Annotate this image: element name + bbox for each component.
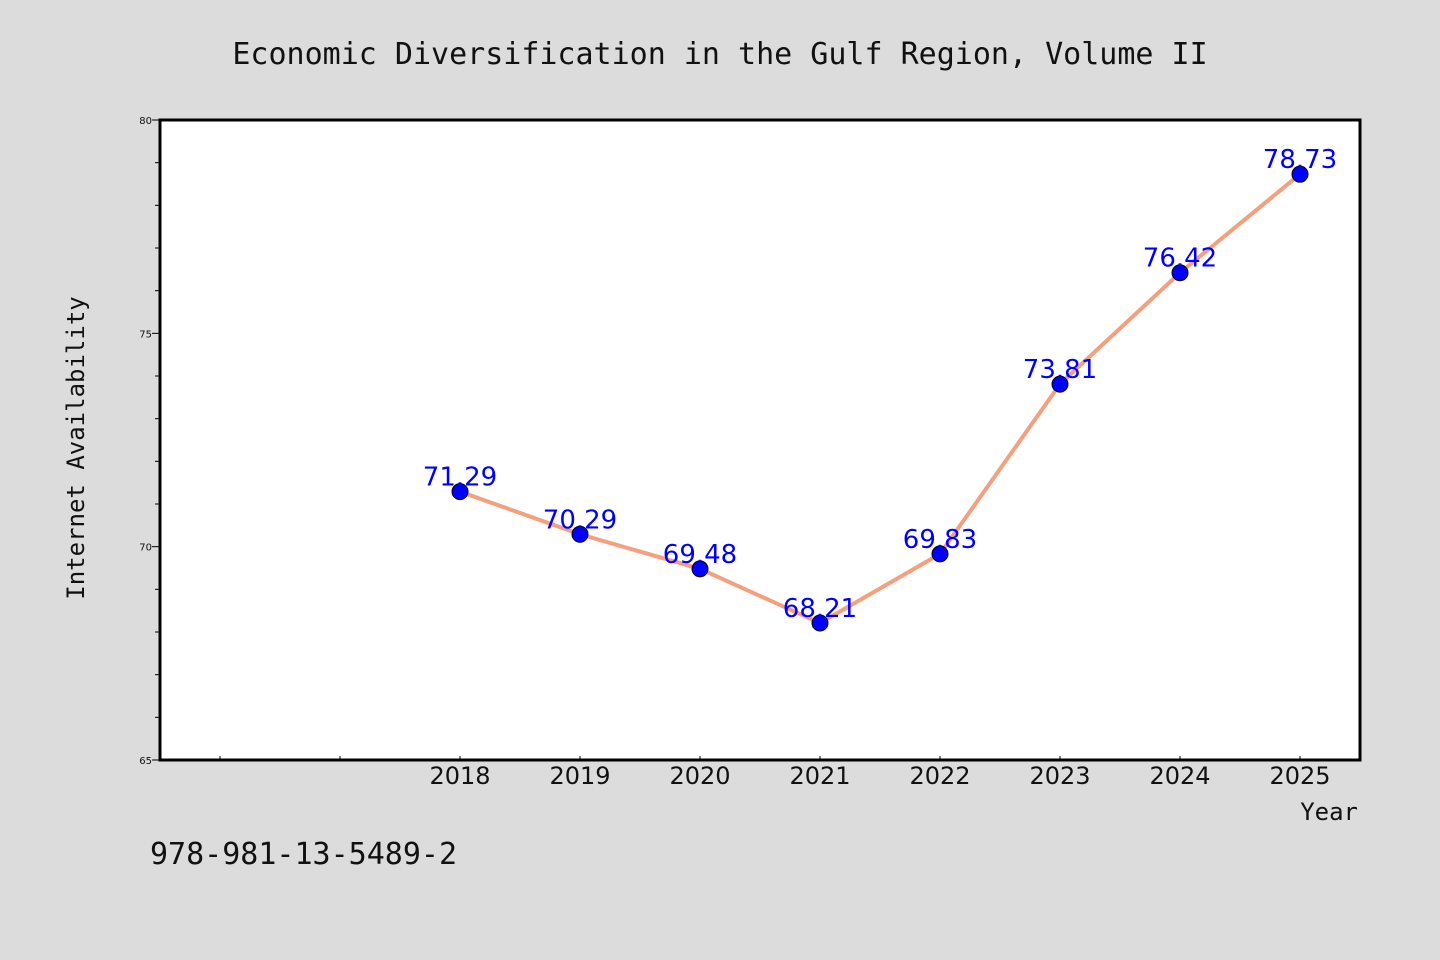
- data-label: 71.29: [423, 463, 497, 493]
- data-point: [931, 545, 949, 563]
- x-tick-label: 2024: [1149, 762, 1210, 790]
- data-label: 78.73: [1263, 145, 1337, 175]
- y-tick-label: 65: [139, 756, 152, 767]
- data-point: [451, 483, 469, 501]
- chart-title: Economic Diversification in the Gulf Reg…: [232, 37, 1207, 72]
- data-point: [1051, 375, 1069, 393]
- x-tick-label: 2022: [909, 762, 970, 790]
- plot-frame: [158, 118, 1362, 762]
- y-tick-label: 70: [139, 543, 152, 554]
- x-tick-label: 2018: [429, 762, 490, 790]
- x-tick-label: 2025: [1269, 762, 1330, 790]
- plot-area: [160, 120, 1360, 760]
- data-label: 70.29: [543, 505, 617, 535]
- x-tick-label: 2020: [669, 762, 730, 790]
- isbn-text: 978-981-13-5489-2: [150, 837, 457, 872]
- y-tick-label: 80: [139, 116, 152, 127]
- data-point: [571, 525, 589, 543]
- x-axis-label: Year: [1300, 798, 1358, 826]
- data-point: [691, 560, 709, 578]
- x-axis-ticks: 2018 2019 2020 2021 2022 2023 2024 2025: [219, 756, 1331, 790]
- series-layer: 71.29 70.29 69.48 68.21 69.83 73.81 76.42 78.73: [423, 145, 1337, 632]
- x-tick-label: 2023: [1029, 762, 1090, 790]
- series-line: [458, 172, 1302, 626]
- data-label: 69.48: [663, 540, 737, 570]
- y-axis-label: Internet Availability: [62, 296, 90, 599]
- data-label: 76.42: [1143, 244, 1217, 274]
- data-label: 73.81: [1023, 355, 1097, 385]
- data-point: [1291, 165, 1309, 183]
- x-tick-label: 2021: [789, 762, 850, 790]
- x-tick-label: 2019: [549, 762, 610, 790]
- y-tick-label: 75: [139, 329, 152, 340]
- data-point: [1171, 264, 1189, 282]
- y-axis-ticks: 65 70 75 80: [139, 116, 160, 767]
- data-label: 69.83: [903, 525, 977, 555]
- data-label: 68.21: [783, 594, 857, 624]
- data-point: [811, 614, 829, 632]
